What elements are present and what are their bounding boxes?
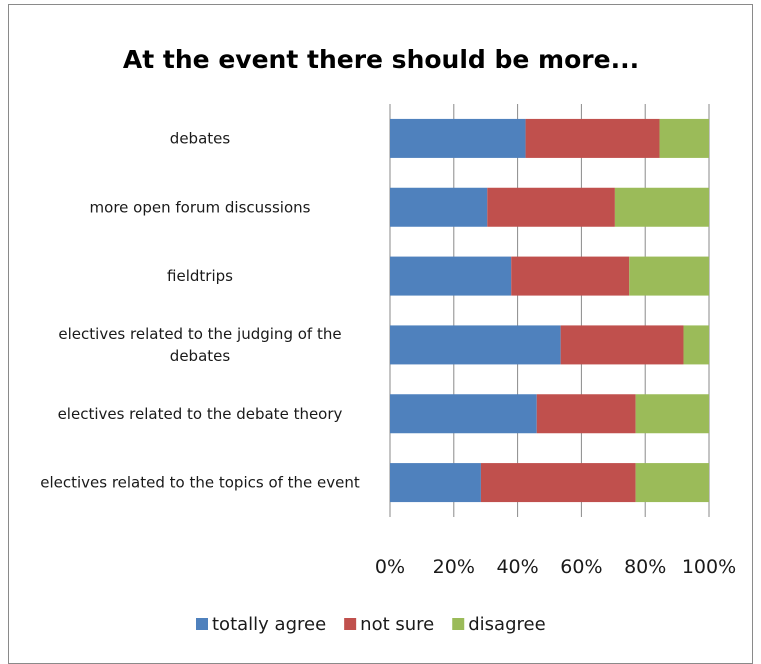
- x-tick-label: 100%: [682, 556, 736, 578]
- bar-segment: [487, 187, 615, 227]
- x-axis-tick-labels: 0% 20% 40% 60% 80% 100%: [375, 556, 736, 578]
- bar-segment: [390, 187, 488, 227]
- bar-segment: [635, 463, 709, 503]
- category-label: electives related to the topics of the e…: [40, 474, 360, 492]
- bar-segment: [390, 256, 512, 296]
- bar-segment: [683, 325, 709, 365]
- bar-segment: [614, 187, 709, 227]
- legend-swatch: [344, 618, 357, 630]
- x-tick-label: 0%: [375, 556, 405, 578]
- legend-label: not sure: [360, 614, 434, 635]
- legend-swatch: [196, 618, 208, 630]
- bar-segment: [629, 256, 709, 296]
- bar-segment: [390, 118, 526, 158]
- bar-segment: [511, 256, 630, 296]
- category-label: electives related to the debate theory: [58, 405, 343, 423]
- legend: totally agree not sure disagree: [196, 614, 546, 635]
- bar-segment: [525, 118, 660, 158]
- legend-label: disagree: [468, 614, 545, 635]
- bar-segment: [560, 325, 684, 365]
- category-label: fieldtrips: [167, 267, 233, 285]
- x-tick-label: 20%: [433, 556, 475, 578]
- gridlines: [389, 104, 710, 517]
- bar-segment: [536, 394, 636, 434]
- x-tick-label: 60%: [560, 556, 602, 578]
- x-tick-label: 80%: [624, 556, 666, 578]
- legend-swatch: [452, 618, 465, 630]
- bar-segment: [480, 463, 636, 503]
- bar-segment: [635, 394, 709, 434]
- legend-label: totally agree: [212, 614, 326, 635]
- category-label: more open forum discussions: [90, 198, 311, 216]
- category-label: debates: [170, 129, 231, 147]
- bar-segment: [659, 118, 709, 158]
- bars: [390, 118, 709, 503]
- bar-segment: [390, 463, 481, 503]
- category-label: electives related to the judging of the d…: [58, 325, 341, 365]
- category-labels: debates more open forum discussions fieldt…: [40, 129, 360, 491]
- x-tick-label: 40%: [496, 556, 538, 578]
- chart-title: At the event there should be more...: [123, 45, 639, 74]
- bar-segment: [390, 394, 537, 434]
- bar-segment: [390, 325, 561, 365]
